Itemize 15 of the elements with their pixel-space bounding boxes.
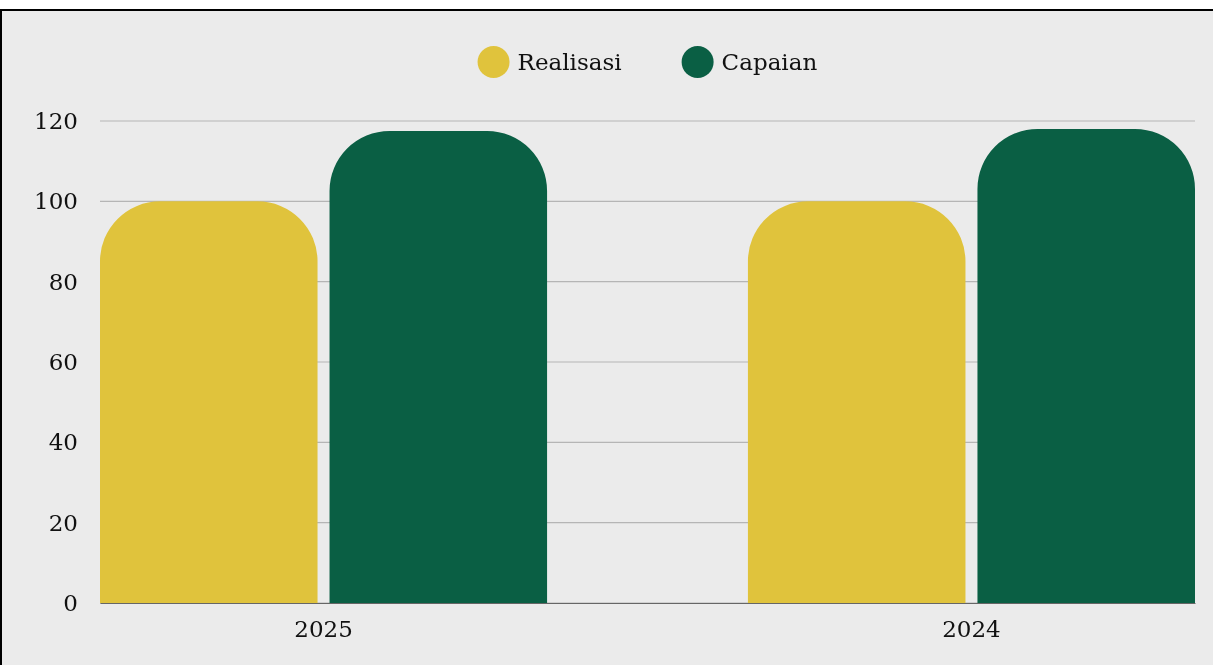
y-tick-label: 40 <box>48 429 78 456</box>
legend-label: Realisasi <box>517 49 622 75</box>
bar <box>747 201 966 603</box>
y-tick-label: 60 <box>48 348 78 375</box>
y-tick-label: 80 <box>48 268 78 295</box>
y-tick-label: 0 <box>63 589 78 616</box>
x-tick-label: 2024 <box>942 616 1001 643</box>
y-tick-label: 120 <box>34 107 78 134</box>
bar <box>977 129 1195 603</box>
bar <box>329 131 548 603</box>
y-tick-label: 20 <box>48 509 78 536</box>
y-tick-label: 100 <box>34 188 78 215</box>
legend-label: Capaian <box>721 49 818 75</box>
x-tick-label: 2025 <box>294 616 353 643</box>
bar <box>100 201 318 603</box>
